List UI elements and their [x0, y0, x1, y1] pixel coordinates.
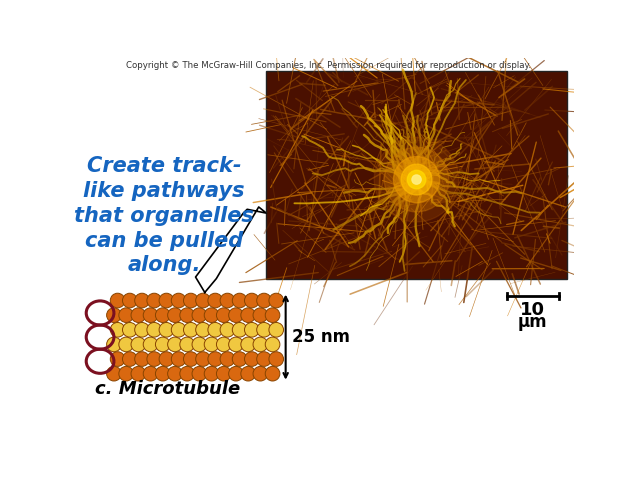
Circle shape	[119, 308, 134, 323]
Circle shape	[110, 293, 125, 308]
Circle shape	[374, 137, 459, 222]
Circle shape	[244, 293, 259, 308]
Circle shape	[244, 352, 259, 366]
Circle shape	[168, 308, 182, 323]
Circle shape	[269, 323, 284, 337]
Circle shape	[147, 293, 161, 308]
Circle shape	[107, 308, 121, 323]
Circle shape	[143, 337, 158, 352]
Circle shape	[257, 323, 271, 337]
Circle shape	[159, 352, 173, 366]
Circle shape	[384, 147, 449, 212]
Circle shape	[241, 366, 255, 381]
Circle shape	[107, 337, 121, 352]
Circle shape	[192, 366, 207, 381]
Circle shape	[192, 337, 207, 352]
Circle shape	[168, 366, 182, 381]
Circle shape	[122, 293, 137, 308]
Circle shape	[192, 308, 207, 323]
Circle shape	[269, 352, 284, 366]
Circle shape	[228, 366, 243, 381]
Circle shape	[412, 175, 421, 184]
Text: Copyright © The McGraw-Hill Companies, Inc. Permission required for reproduction: Copyright © The McGraw-Hill Companies, I…	[125, 60, 531, 70]
Circle shape	[257, 352, 271, 366]
Circle shape	[131, 308, 146, 323]
Circle shape	[265, 337, 280, 352]
Circle shape	[220, 352, 235, 366]
Circle shape	[143, 308, 158, 323]
Circle shape	[107, 366, 121, 381]
Circle shape	[244, 323, 259, 337]
Circle shape	[180, 337, 195, 352]
Circle shape	[232, 352, 247, 366]
Circle shape	[131, 366, 146, 381]
Circle shape	[172, 352, 186, 366]
Circle shape	[208, 323, 223, 337]
Circle shape	[168, 337, 182, 352]
Circle shape	[208, 352, 223, 366]
Circle shape	[253, 308, 268, 323]
Circle shape	[172, 293, 186, 308]
Circle shape	[407, 170, 426, 189]
Text: Create track-
like pathways
that organelles
can be pulled
along.: Create track- like pathways that organel…	[74, 156, 254, 276]
Circle shape	[204, 366, 219, 381]
Circle shape	[122, 323, 137, 337]
Circle shape	[119, 366, 134, 381]
Text: μm: μm	[518, 313, 548, 331]
Circle shape	[253, 366, 268, 381]
Circle shape	[184, 323, 198, 337]
Circle shape	[156, 337, 170, 352]
Circle shape	[196, 352, 211, 366]
Circle shape	[110, 352, 125, 366]
Circle shape	[265, 366, 280, 381]
Circle shape	[216, 308, 231, 323]
Circle shape	[110, 323, 125, 337]
Text: c. Microtubule: c. Microtubule	[95, 380, 241, 398]
Circle shape	[159, 323, 173, 337]
Circle shape	[401, 164, 432, 195]
Circle shape	[196, 323, 211, 337]
Circle shape	[241, 308, 255, 323]
Polygon shape	[196, 207, 266, 292]
Circle shape	[131, 337, 146, 352]
Circle shape	[253, 337, 268, 352]
Circle shape	[220, 293, 235, 308]
Circle shape	[216, 337, 231, 352]
Circle shape	[147, 323, 161, 337]
Circle shape	[134, 352, 149, 366]
Circle shape	[159, 293, 173, 308]
Circle shape	[122, 352, 137, 366]
Circle shape	[269, 293, 284, 308]
Bar	[266, 72, 566, 279]
Circle shape	[208, 293, 223, 308]
Circle shape	[143, 366, 158, 381]
Circle shape	[220, 323, 235, 337]
Circle shape	[184, 293, 198, 308]
Circle shape	[156, 308, 170, 323]
Circle shape	[180, 308, 195, 323]
Circle shape	[232, 323, 247, 337]
Text: 25 nm: 25 nm	[292, 328, 350, 346]
Circle shape	[204, 337, 219, 352]
Circle shape	[265, 308, 280, 323]
Circle shape	[172, 323, 186, 337]
Circle shape	[257, 293, 271, 308]
Circle shape	[180, 366, 195, 381]
Circle shape	[228, 308, 243, 323]
Circle shape	[134, 293, 149, 308]
Circle shape	[184, 352, 198, 366]
Circle shape	[196, 293, 211, 308]
Circle shape	[394, 156, 440, 203]
Circle shape	[119, 337, 134, 352]
Circle shape	[241, 337, 255, 352]
Circle shape	[147, 352, 161, 366]
Circle shape	[134, 323, 149, 337]
Circle shape	[228, 337, 243, 352]
Circle shape	[156, 366, 170, 381]
Text: 10: 10	[520, 301, 545, 319]
Circle shape	[232, 293, 247, 308]
Circle shape	[204, 308, 219, 323]
Circle shape	[216, 366, 231, 381]
